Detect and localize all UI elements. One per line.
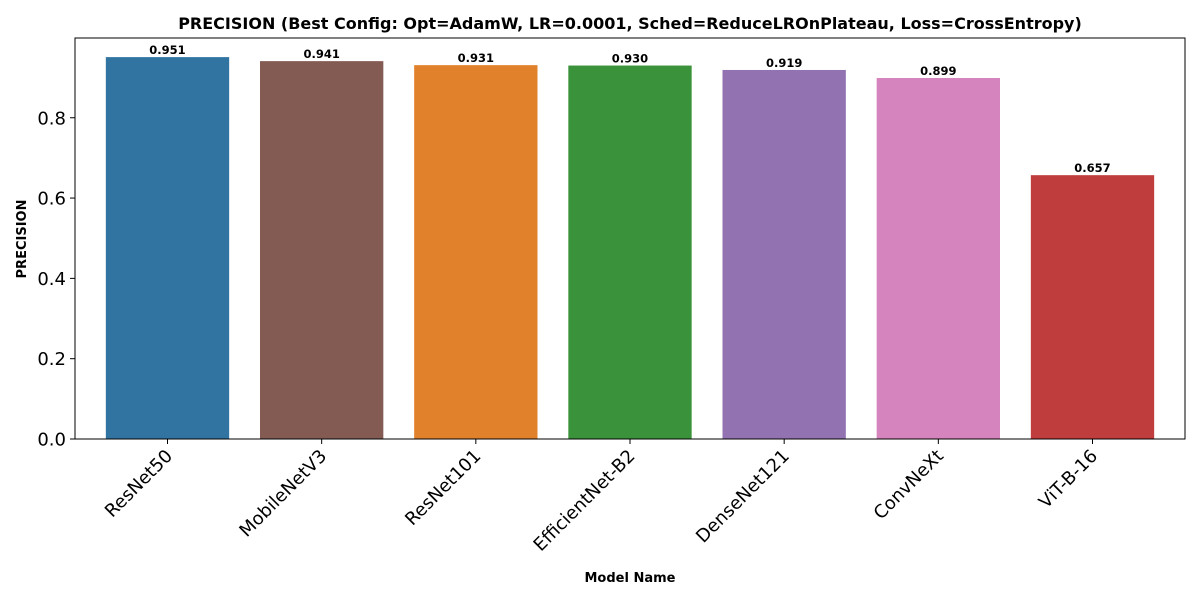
value-label: 0.931 bbox=[458, 51, 494, 65]
y-tick-label: 0.6 bbox=[37, 189, 66, 210]
bar-mobilenetv3 bbox=[260, 61, 384, 439]
x-tick-label: ViT-B-16 bbox=[1035, 446, 1102, 513]
bar-resnet50 bbox=[105, 57, 230, 440]
y-axis-label: PRECISION bbox=[15, 200, 30, 279]
bars-group bbox=[105, 57, 1155, 440]
x-tick-label: MobileNetV3 bbox=[235, 446, 331, 542]
bar-efficientnet-b2 bbox=[568, 65, 692, 440]
y-tick-label: 0.4 bbox=[37, 269, 66, 290]
chart-title: PRECISION (Best Config: Opt=AdamW, LR=0.… bbox=[178, 14, 1082, 33]
x-axis-ticks: ResNet50 MobileNetV3 ResNet101 EfficientNet… bbox=[101, 439, 1102, 556]
x-tick-label: ResNet50 bbox=[101, 446, 177, 522]
value-label: 0.930 bbox=[612, 52, 648, 66]
y-tick-label: 0.0 bbox=[37, 430, 66, 451]
value-label: 0.919 bbox=[766, 56, 802, 70]
value-label: 0.941 bbox=[303, 47, 339, 61]
x-tick-label: EfficientNet-B2 bbox=[530, 446, 640, 556]
bar-vit-b-16 bbox=[1030, 175, 1155, 440]
bar-convnext bbox=[876, 78, 1000, 439]
bar-resnet101 bbox=[414, 65, 538, 440]
x-tick-label: ConvNeXt bbox=[870, 446, 948, 524]
y-tick-label: 0.8 bbox=[37, 108, 66, 129]
x-tick-label: ResNet101 bbox=[401, 446, 485, 530]
value-label: 0.899 bbox=[920, 64, 956, 78]
value-label: 0.951 bbox=[149, 43, 185, 57]
y-tick-label: 0.2 bbox=[37, 349, 66, 370]
bar-densenet121 bbox=[722, 69, 846, 440]
value-labels-group: 0.951 0.941 0.931 0.930 0.919 0.899 0.657 bbox=[149, 43, 1110, 175]
x-axis-label: Model Name bbox=[585, 571, 676, 586]
value-label: 0.657 bbox=[1074, 161, 1110, 175]
x-tick-label: DenseNet121 bbox=[692, 446, 794, 548]
y-axis-ticks: 0.0 0.2 0.4 0.6 0.8 bbox=[37, 108, 75, 451]
